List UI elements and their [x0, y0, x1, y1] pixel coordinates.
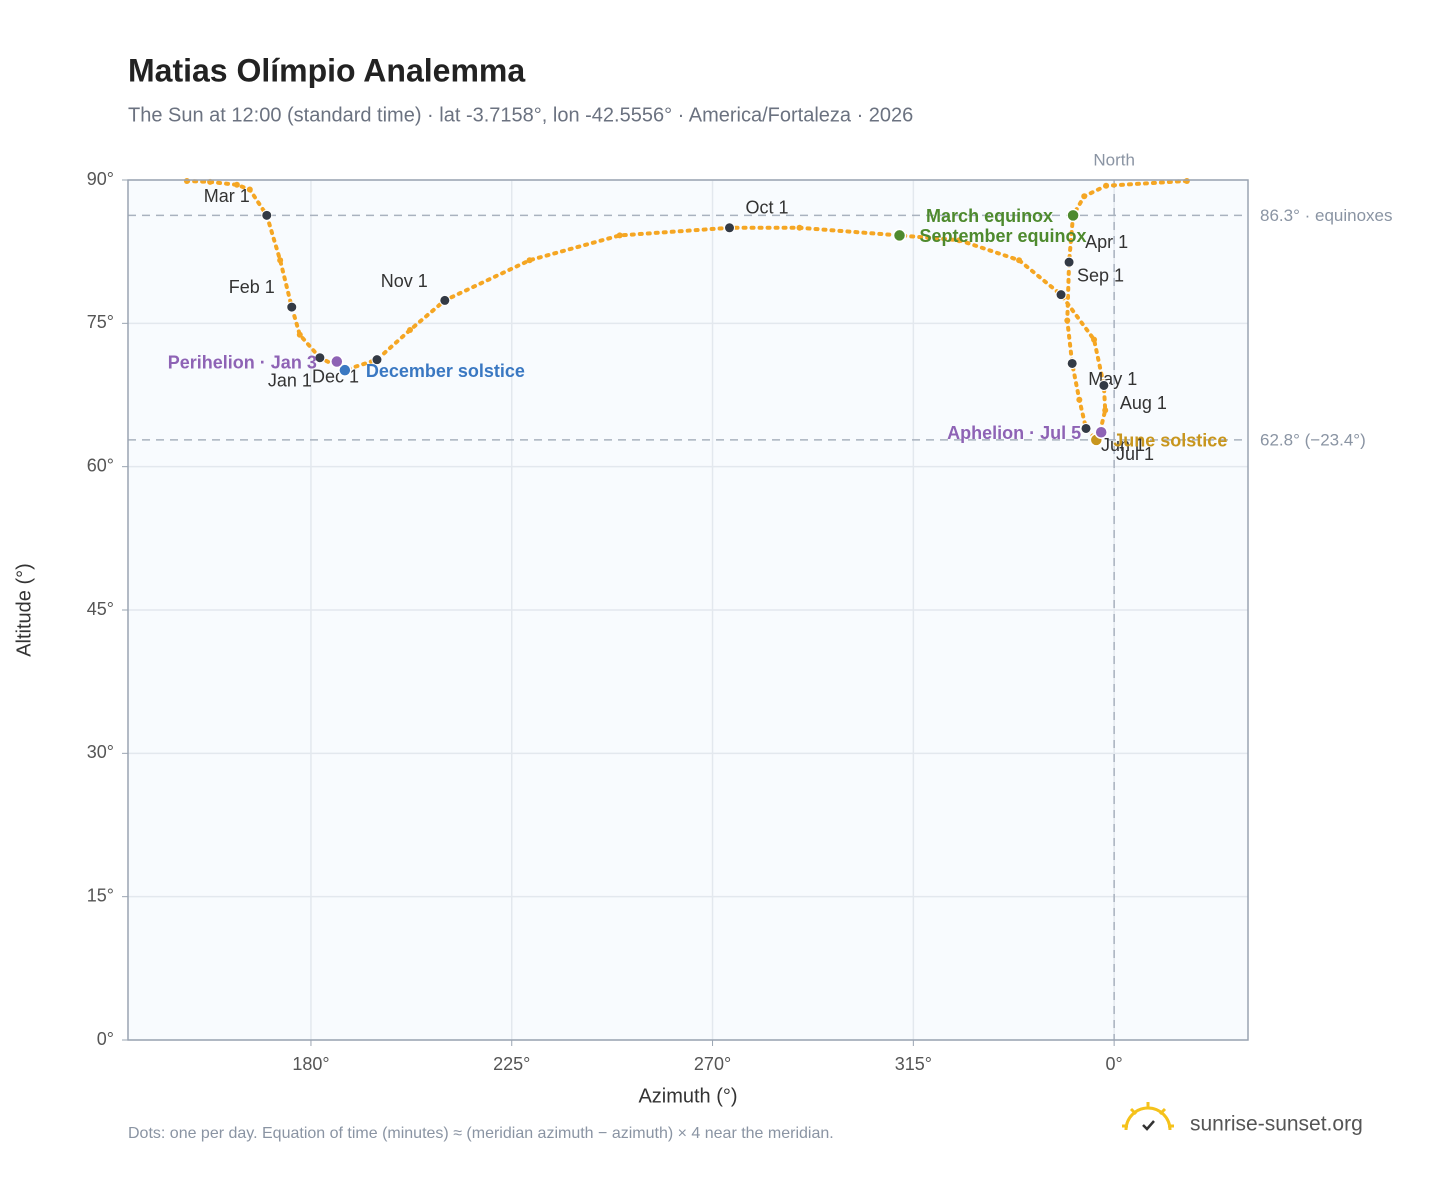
event-marker: [1066, 208, 1080, 223]
day-dot: [183, 177, 190, 184]
event-label: Perihelion · Jan 3: [168, 352, 317, 372]
day-dot: [246, 186, 253, 193]
x-tick-label: 225°: [493, 1054, 530, 1074]
day-dot: [1091, 336, 1098, 343]
month-marker: [1098, 379, 1110, 391]
month-label: Nov 1: [381, 271, 428, 291]
month-marker: [439, 294, 451, 306]
day-dot: [407, 327, 414, 334]
grid: [128, 179, 1248, 1041]
event-marker: [338, 363, 352, 377]
y-tick-label: 60°: [87, 455, 114, 475]
event-label: September equinox: [920, 226, 1087, 246]
y-tick-label: 90°: [87, 169, 114, 189]
month-marker: [723, 222, 735, 234]
day-dot: [1064, 317, 1071, 324]
y-tick-label: 30°: [87, 742, 114, 762]
month-label: Mar 1: [204, 186, 250, 206]
event-marker: [892, 228, 907, 243]
y-tick-label: 0°: [97, 1029, 114, 1049]
footnote: Dots: one per day. Equation of time (min…: [128, 1125, 834, 1142]
month-label: Aug 1: [1120, 393, 1167, 413]
month-label: Apr 1: [1085, 232, 1128, 252]
day-dot: [956, 237, 963, 244]
event-label: Aphelion · Jul 5: [947, 423, 1081, 443]
month-label: Jun 1: [1101, 435, 1145, 455]
event-label: June solstice: [1113, 431, 1227, 451]
x-tick-label: 315°: [895, 1054, 932, 1074]
event-marker: [1094, 425, 1108, 440]
day-dot: [277, 257, 284, 264]
reference-label: 62.8° (−23.4°): [1260, 430, 1366, 449]
month-marker: [371, 354, 383, 366]
event-label: March equinox: [926, 206, 1053, 226]
x-tick-label: 270°: [694, 1054, 731, 1074]
month-marker: [261, 209, 273, 221]
day-dot: [1183, 177, 1190, 184]
y-tick-label: 75°: [87, 312, 114, 332]
day-dot: [796, 224, 803, 231]
x-axis-title: Azimuth (°): [638, 1085, 737, 1107]
day-dot: [526, 257, 533, 264]
day-dot: [233, 181, 240, 188]
month-marker: [1055, 289, 1067, 301]
x-tick-label: 0°: [1106, 1054, 1123, 1074]
chart-subtitle: The Sun at 12:00 (standard time) · lat -…: [128, 104, 913, 126]
day-dot: [296, 331, 303, 338]
brand: sunrise-sunset.org: [1190, 1113, 1363, 1136]
x-tick-label: 180°: [292, 1054, 329, 1074]
day-dot: [1076, 396, 1083, 403]
month-marker: [286, 301, 298, 313]
brand-logo: [1122, 1102, 1174, 1131]
event-marker: [330, 354, 344, 369]
month-marker: [1066, 357, 1078, 369]
day-dot: [1016, 257, 1023, 264]
month-marker: [1080, 422, 1092, 434]
y-tick-label: 15°: [87, 885, 114, 905]
day-dot: [1103, 182, 1110, 189]
month-label: Jul 1: [1116, 444, 1154, 464]
month-label: Feb 1: [229, 277, 275, 297]
day-dot: [1102, 407, 1109, 414]
month-label: May 1: [1088, 369, 1137, 389]
y-tick-label: 45°: [87, 599, 114, 619]
month-marker: [314, 352, 326, 364]
reference-label: 86.3° · equinoxes: [1260, 206, 1393, 225]
month-label: Jan 1: [268, 370, 312, 390]
marks: Mar 1 Feb 1 Jan 1 Nov 1 Dec 1 Oct 1 Apr 1 Sep 1…: [168, 177, 1227, 464]
reference-lines: [128, 180, 1248, 1040]
chart-title: Matias Olímpio Analemma: [128, 52, 525, 88]
month-label: Sep 1: [1077, 265, 1124, 285]
month-marker: [1063, 256, 1075, 268]
reference-label: North: [1093, 150, 1135, 169]
day-dot: [1081, 193, 1088, 200]
month-label: Dec 1: [312, 366, 359, 386]
month-label: Oct 1: [745, 198, 788, 218]
event-label: December solstice: [366, 361, 525, 381]
y-axis-title: Altitude (°): [13, 563, 35, 657]
day-dot: [616, 232, 623, 239]
